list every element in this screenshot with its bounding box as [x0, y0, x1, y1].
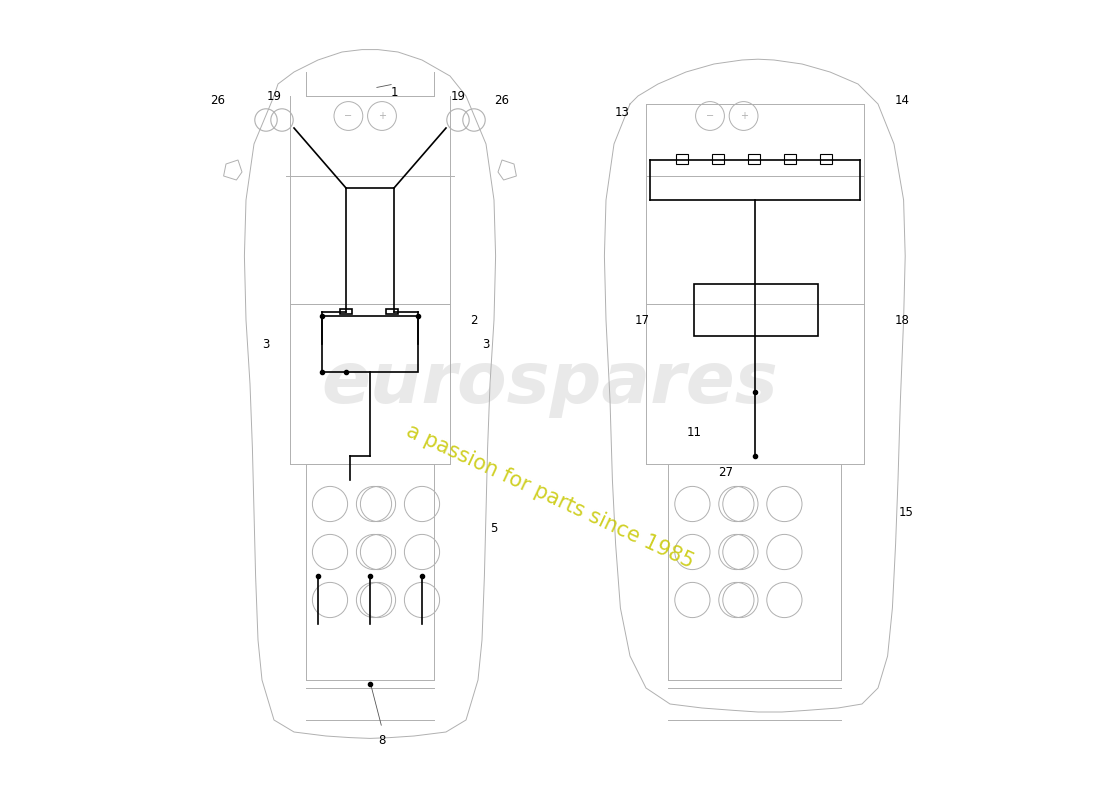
Bar [821, 154, 832, 164]
Text: 8: 8 [378, 734, 386, 746]
Text: 2: 2 [471, 314, 477, 326]
Text: 5: 5 [491, 522, 497, 534]
Bar [748, 154, 760, 164]
Text: −: − [344, 111, 352, 121]
Text: 11: 11 [686, 426, 702, 438]
Text: 18: 18 [894, 314, 910, 326]
Bar [694, 284, 818, 336]
Bar [784, 154, 795, 164]
Bar [676, 154, 688, 164]
Text: eurospares: eurospares [321, 350, 779, 418]
Text: 13: 13 [615, 106, 629, 118]
Text: a passion for parts since 1985: a passion for parts since 1985 [403, 420, 697, 572]
Text: 19: 19 [266, 90, 282, 102]
Bar [340, 309, 352, 314]
Text: 27: 27 [718, 466, 734, 478]
Text: 26: 26 [495, 94, 509, 106]
Text: 1: 1 [390, 86, 398, 98]
Text: 3: 3 [262, 338, 270, 350]
Bar [713, 154, 724, 164]
Text: 3: 3 [482, 338, 490, 350]
Text: 15: 15 [899, 506, 913, 518]
Text: −: − [706, 111, 714, 121]
Text: +: + [378, 111, 386, 121]
Text: +: + [739, 111, 748, 121]
Text: 17: 17 [635, 314, 649, 326]
Text: 19: 19 [451, 90, 465, 102]
Text: 14: 14 [894, 94, 910, 106]
Bar [322, 316, 418, 372]
Text: 26: 26 [210, 94, 225, 106]
Bar [386, 309, 398, 314]
